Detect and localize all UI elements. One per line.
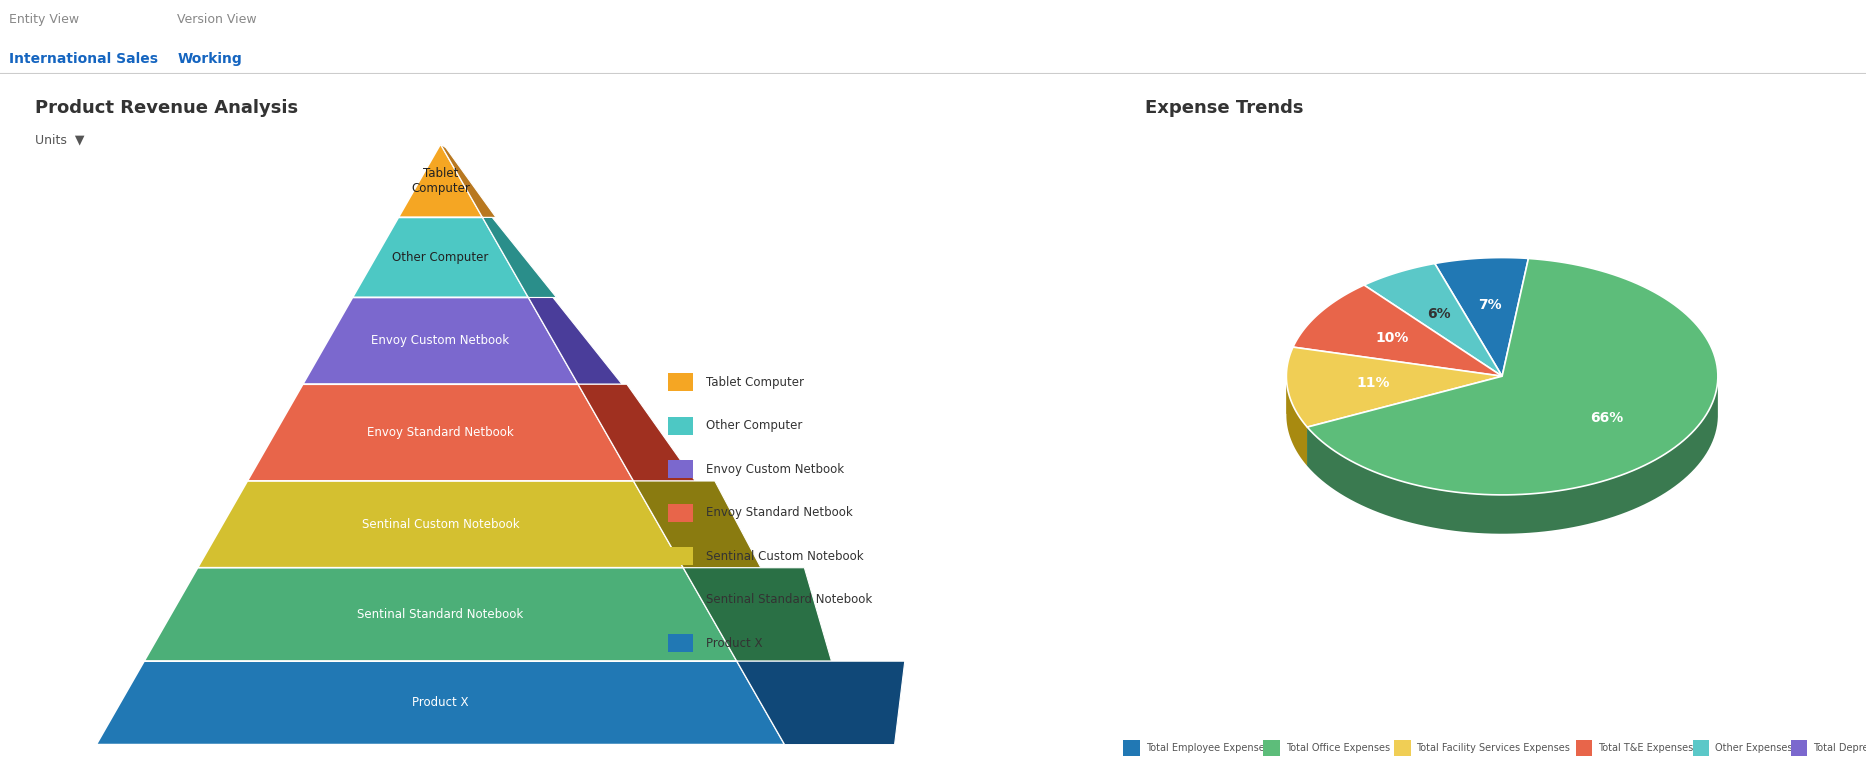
Text: 10%: 10% bbox=[1375, 332, 1409, 346]
Text: Product X: Product X bbox=[705, 636, 763, 650]
Polygon shape bbox=[97, 661, 784, 745]
Bar bbox=[668, 460, 692, 478]
Text: Envoy Custom Netbook: Envoy Custom Netbook bbox=[705, 463, 843, 476]
Polygon shape bbox=[737, 661, 905, 745]
Text: Product Revenue Analysis: Product Revenue Analysis bbox=[35, 99, 299, 117]
Text: 7%: 7% bbox=[1478, 299, 1502, 312]
Bar bbox=[668, 590, 692, 608]
Text: Version View: Version View bbox=[177, 13, 258, 27]
Bar bbox=[1692, 739, 1709, 756]
Bar bbox=[668, 634, 692, 652]
Bar bbox=[668, 373, 692, 391]
Bar bbox=[1791, 739, 1808, 756]
Polygon shape bbox=[1286, 375, 1308, 466]
Polygon shape bbox=[399, 144, 483, 218]
Text: Total Office Expenses: Total Office Expenses bbox=[1286, 743, 1390, 753]
Bar bbox=[1123, 739, 1140, 756]
Bar bbox=[1394, 739, 1411, 756]
Text: Working: Working bbox=[177, 51, 243, 66]
Text: Entity View: Entity View bbox=[9, 13, 80, 27]
Polygon shape bbox=[1286, 375, 1502, 415]
Polygon shape bbox=[144, 568, 737, 661]
Polygon shape bbox=[1364, 264, 1502, 376]
Bar bbox=[668, 504, 692, 522]
Text: Envoy Custom Netbook: Envoy Custom Netbook bbox=[371, 335, 509, 347]
Text: Envoy Standard Netbook: Envoy Standard Netbook bbox=[705, 506, 853, 519]
Polygon shape bbox=[683, 568, 832, 661]
Polygon shape bbox=[528, 297, 621, 385]
Polygon shape bbox=[248, 385, 634, 481]
Polygon shape bbox=[1435, 257, 1528, 376]
Bar bbox=[668, 417, 692, 434]
Polygon shape bbox=[1286, 347, 1502, 427]
Text: Envoy Standard Netbook: Envoy Standard Netbook bbox=[368, 426, 513, 439]
Polygon shape bbox=[1293, 285, 1502, 376]
Text: 6%: 6% bbox=[1427, 307, 1452, 321]
Text: Tablet Computer: Tablet Computer bbox=[705, 376, 804, 388]
Text: Sentinal Custom Notebook: Sentinal Custom Notebook bbox=[362, 518, 519, 531]
Text: Total Employee Expenses: Total Employee Expenses bbox=[1146, 743, 1269, 753]
Text: Units  ▼: Units ▼ bbox=[35, 133, 84, 147]
Text: 66%: 66% bbox=[1590, 411, 1623, 425]
Text: International Sales: International Sales bbox=[9, 51, 159, 66]
Text: Total T&E Expenses: Total T&E Expenses bbox=[1597, 743, 1694, 753]
Text: Other Computer: Other Computer bbox=[705, 419, 802, 432]
Polygon shape bbox=[198, 481, 683, 568]
Polygon shape bbox=[1308, 378, 1719, 534]
Bar bbox=[668, 547, 692, 565]
Text: Product X: Product X bbox=[412, 697, 468, 709]
Polygon shape bbox=[302, 297, 578, 385]
Text: Other Computer: Other Computer bbox=[392, 251, 489, 264]
Bar bbox=[1263, 739, 1280, 756]
Bar bbox=[1575, 739, 1592, 756]
Text: Sentinal Standard Notebook: Sentinal Standard Notebook bbox=[705, 593, 871, 606]
Polygon shape bbox=[483, 218, 556, 297]
Polygon shape bbox=[578, 385, 696, 481]
Polygon shape bbox=[353, 218, 528, 297]
Polygon shape bbox=[440, 144, 496, 218]
Text: Sentinal Custom Notebook: Sentinal Custom Notebook bbox=[705, 550, 864, 562]
Text: Total Depreciation & Amortization: Total Depreciation & Amortization bbox=[1814, 743, 1866, 753]
Text: Other Expenses: Other Expenses bbox=[1715, 743, 1793, 753]
Polygon shape bbox=[1308, 258, 1719, 495]
Polygon shape bbox=[1308, 376, 1502, 466]
Text: 11%: 11% bbox=[1357, 376, 1390, 390]
Text: Sentinal Standard Notebook: Sentinal Standard Notebook bbox=[358, 608, 524, 621]
Text: Expense Trends: Expense Trends bbox=[1146, 99, 1304, 117]
Text: Tablet
Computer: Tablet Computer bbox=[411, 167, 470, 195]
Text: Total Facility Services Expenses: Total Facility Services Expenses bbox=[1416, 743, 1571, 753]
Polygon shape bbox=[634, 481, 761, 568]
